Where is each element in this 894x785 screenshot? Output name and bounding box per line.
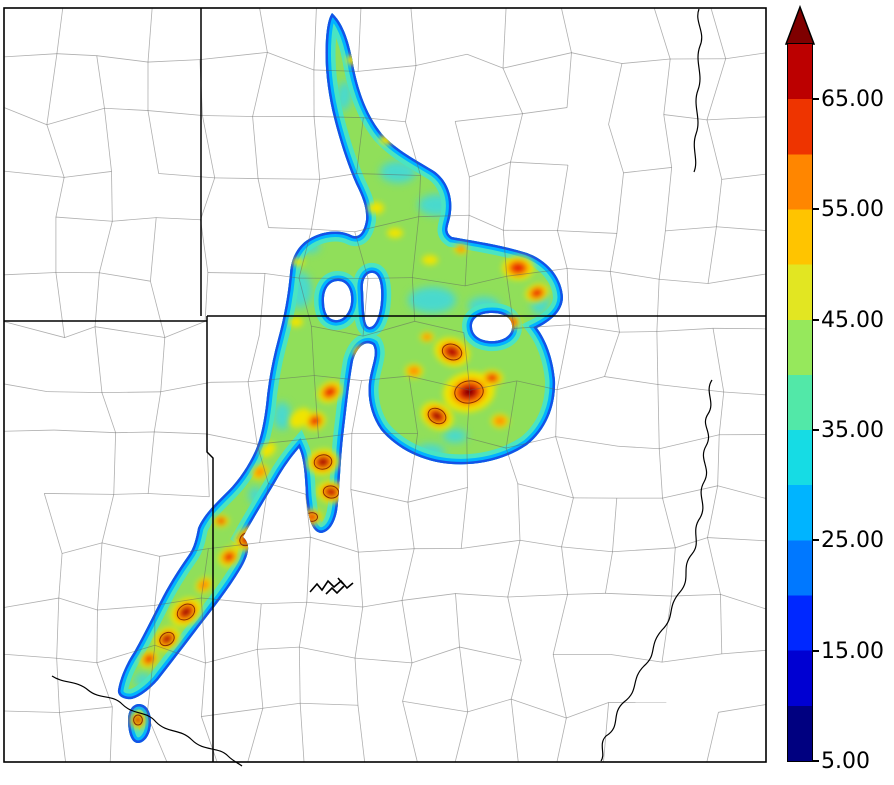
colorbar-arrow (784, 4, 816, 45)
colorbar-tick-label: 35.00 (821, 418, 884, 444)
hotspot-contour-rings (133, 343, 484, 726)
colorbar-arrow-shape (784, 4, 816, 45)
colorbar-tick-label: 15.00 (821, 638, 884, 664)
colorbar (787, 43, 813, 762)
colorbar-tick-mark (813, 208, 819, 211)
colorbar-tick-label: 25.00 (821, 528, 884, 554)
colorbar-tick-label: 5.00 (821, 749, 870, 774)
colorbar-tick-label: 45.00 (821, 307, 884, 333)
map-border (3, 7, 767, 763)
colorbar-tick-label: 65.00 (821, 87, 884, 113)
colorbar-tick-mark (813, 429, 819, 432)
colorbar-tick-mark (813, 539, 819, 542)
map-panel (3, 7, 767, 767)
colorbar-tick-mark (813, 98, 819, 101)
rivers (51, 8, 713, 767)
colorbar-tick-mark (813, 318, 819, 321)
colorbar-tick-mark (813, 649, 819, 652)
colorbar-tick-mark (813, 760, 819, 762)
river-east (600, 379, 713, 762)
colorbar-tick-label: 55.00 (821, 197, 884, 223)
river-southwest (51, 675, 243, 767)
reflectivity-field (117, 13, 563, 743)
squiggle-mark (309, 577, 354, 595)
hotspot-cores (130, 55, 549, 729)
state-border-vertical-south (206, 316, 214, 762)
state-boundaries (4, 8, 766, 762)
river-northeast (693, 8, 703, 173)
